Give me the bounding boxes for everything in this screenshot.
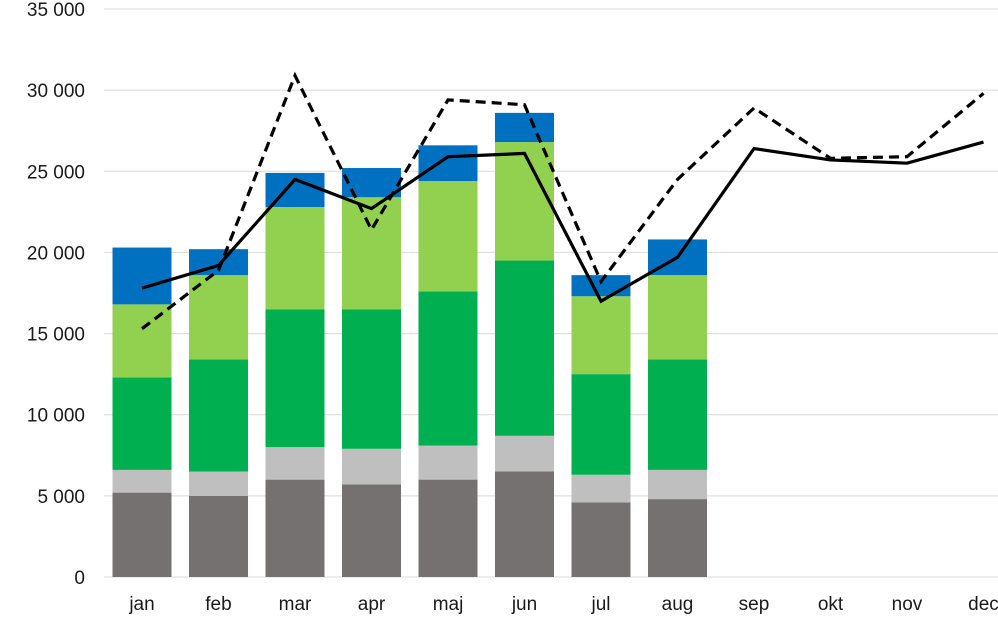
bar-segment bbox=[495, 260, 554, 436]
bar-segment bbox=[189, 359, 248, 472]
bar-segment bbox=[418, 145, 478, 182]
bar-segment bbox=[112, 492, 172, 577]
bar-segment bbox=[418, 181, 478, 292]
bar-segment bbox=[418, 291, 478, 446]
bar-segment bbox=[571, 502, 631, 577]
bar-segment bbox=[495, 471, 554, 577]
x-tick-label: jun bbox=[511, 594, 537, 615]
bar-segment bbox=[571, 275, 631, 297]
bar-segment bbox=[495, 112, 554, 143]
y-tick-label: 15 000 bbox=[27, 325, 85, 346]
lines bbox=[141, 71, 985, 330]
x-tick-label: maj bbox=[433, 594, 464, 615]
solid-series-line bbox=[141, 140, 984, 304]
bar-segment bbox=[342, 448, 401, 485]
bar-segment bbox=[112, 377, 172, 470]
x-tick-label: nov bbox=[892, 594, 923, 615]
bar-segment bbox=[189, 471, 248, 496]
y-tick-label: 0 bbox=[74, 568, 85, 589]
bar-segment bbox=[342, 309, 401, 449]
bar-segment bbox=[571, 296, 631, 375]
bar-segment bbox=[189, 275, 248, 360]
x-tick-label: apr bbox=[358, 594, 386, 615]
x-tick-label: feb bbox=[205, 594, 231, 615]
x-tick-label: okt bbox=[818, 594, 844, 615]
y-tick-label: 10 000 bbox=[27, 406, 85, 427]
y-tick-label: 35 000 bbox=[27, 0, 85, 21]
x-tick-label: mar bbox=[279, 594, 312, 615]
bar-segment bbox=[265, 206, 325, 310]
bar-segment bbox=[265, 447, 325, 480]
bar-segment bbox=[418, 479, 478, 577]
y-tick-label: 20 000 bbox=[27, 243, 85, 264]
y-tick-label: 25 000 bbox=[27, 162, 85, 183]
x-tick-label: sep bbox=[739, 594, 770, 615]
y-tick-label: 30 000 bbox=[27, 81, 85, 102]
y-tick-label: 5 000 bbox=[37, 487, 85, 508]
bar-segment bbox=[112, 247, 172, 305]
bar-segment bbox=[342, 197, 401, 310]
bar-segment bbox=[495, 435, 554, 472]
bar-segment bbox=[648, 275, 707, 360]
bar-segment bbox=[189, 495, 248, 577]
bar-segment bbox=[648, 469, 707, 500]
x-tick-label: jul bbox=[590, 594, 610, 615]
bar-segment bbox=[112, 469, 172, 493]
bar-segment bbox=[265, 479, 325, 577]
bar-segment bbox=[265, 309, 325, 448]
bar-segment bbox=[112, 304, 172, 378]
bar-segment bbox=[571, 374, 631, 475]
x-tick-label: dec bbox=[968, 594, 998, 615]
bar-segment bbox=[648, 499, 707, 577]
bar-segment bbox=[571, 474, 631, 503]
x-axis-ticks: jan feb mar apr maj jun jul aug sep okt nov dec bbox=[128, 594, 998, 615]
x-tick-label: jan bbox=[128, 594, 154, 615]
bar-segment bbox=[342, 484, 401, 577]
y-axis-ticks: 0 5 000 10 000 15 000 20 000 25 000 30 000 35 0… bbox=[27, 0, 85, 589]
bar-segment bbox=[418, 445, 478, 480]
bar-segment bbox=[495, 142, 554, 261]
bar-segment bbox=[648, 359, 707, 470]
x-tick-label: aug bbox=[662, 594, 694, 615]
dashed-series-line bbox=[141, 71, 985, 330]
